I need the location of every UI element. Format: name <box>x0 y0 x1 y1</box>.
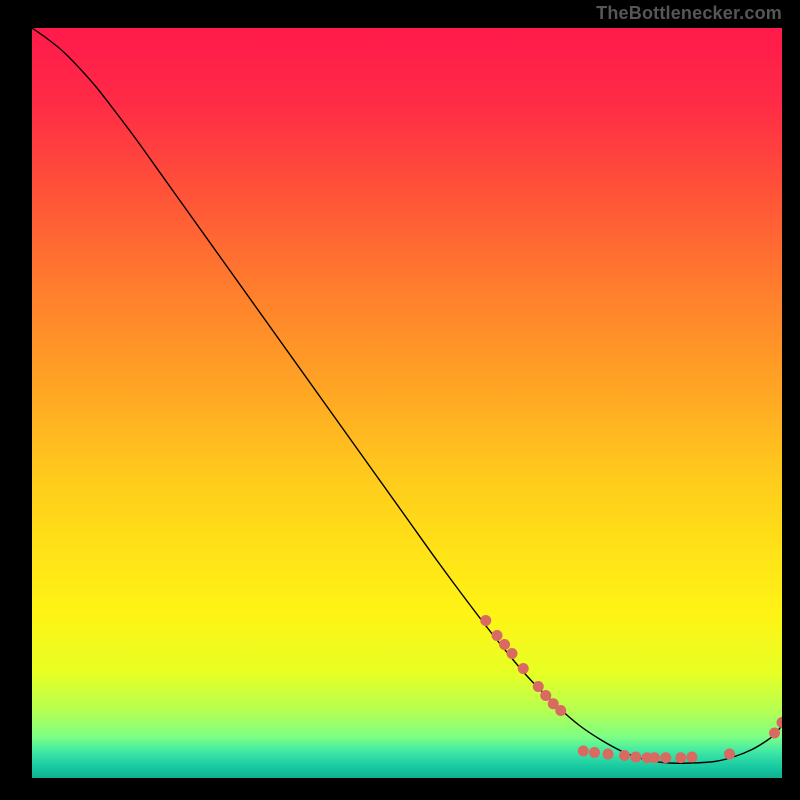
data-marker <box>499 639 510 650</box>
data-marker <box>630 752 641 763</box>
data-marker <box>555 705 566 716</box>
data-marker <box>507 648 518 659</box>
data-marker <box>492 630 503 641</box>
data-marker <box>649 752 660 763</box>
data-marker <box>578 746 589 757</box>
bottleneck-chart <box>32 28 782 778</box>
data-marker <box>687 752 698 763</box>
data-marker <box>540 690 551 701</box>
gradient-background <box>32 28 782 778</box>
data-marker <box>660 752 671 763</box>
data-marker <box>589 747 600 758</box>
data-marker <box>675 752 686 763</box>
data-marker <box>619 750 630 761</box>
chart-frame: TheBottlenecker.com <box>0 0 800 800</box>
data-marker <box>533 681 544 692</box>
data-marker <box>518 663 529 674</box>
watermark-text: TheBottlenecker.com <box>596 3 782 24</box>
data-marker <box>724 749 735 760</box>
data-marker <box>603 749 614 760</box>
data-marker <box>769 728 780 739</box>
data-marker <box>480 615 491 626</box>
